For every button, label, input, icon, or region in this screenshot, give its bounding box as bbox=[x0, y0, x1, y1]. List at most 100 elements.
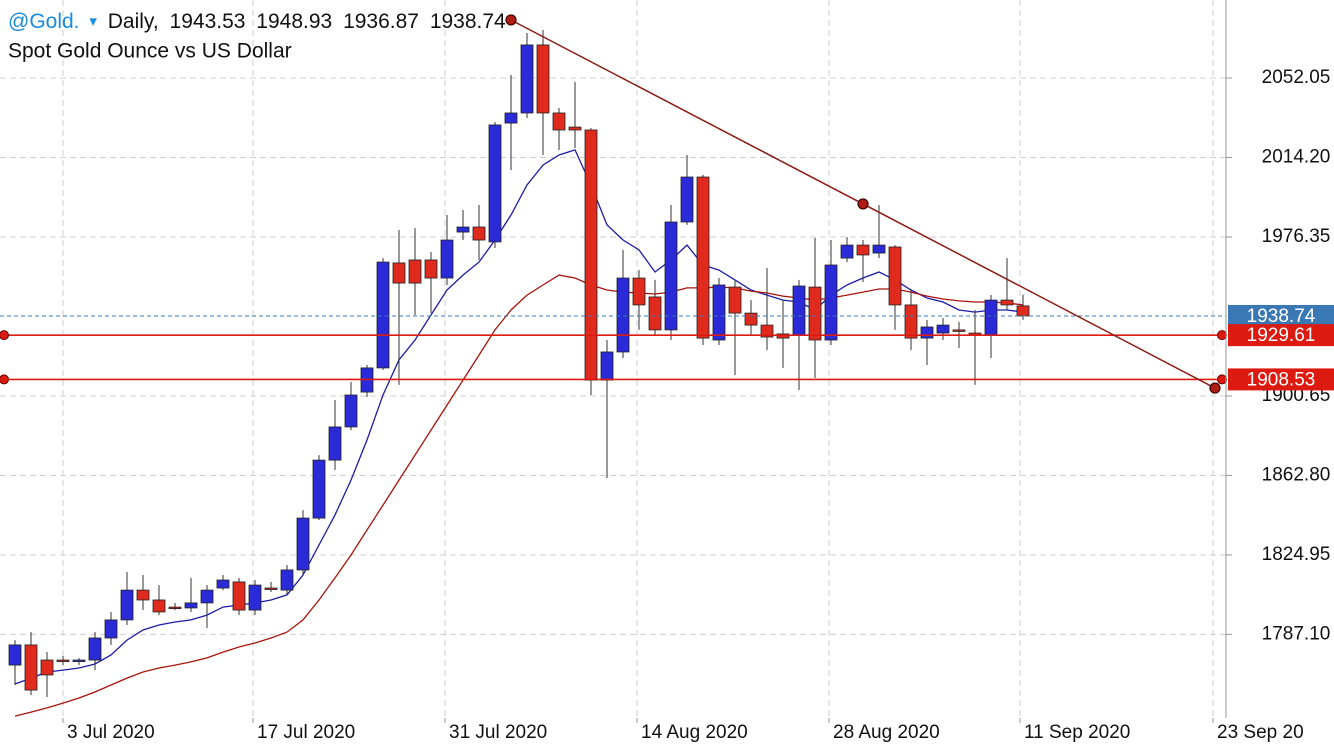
candle-body bbox=[232, 581, 246, 611]
moving-average-line bbox=[14, 274, 1024, 717]
candle-body bbox=[744, 312, 758, 326]
x-tick-label: 17 Jul 2020 bbox=[257, 722, 355, 743]
candle-body bbox=[888, 246, 902, 306]
candle-body bbox=[456, 226, 470, 233]
level-label-box bbox=[1228, 304, 1334, 327]
candle-body bbox=[568, 126, 582, 131]
candle-body bbox=[632, 277, 646, 306]
y-tick-label: 2014.20 bbox=[1262, 147, 1331, 168]
candle-body bbox=[648, 296, 662, 331]
candle-body bbox=[712, 284, 726, 341]
trendline-handle bbox=[505, 14, 517, 26]
candle-body bbox=[56, 659, 70, 662]
trendline-handle bbox=[857, 198, 869, 210]
y-tick-label: 1976.35 bbox=[1262, 226, 1331, 247]
header-high: 1948.93 bbox=[256, 10, 332, 33]
candle-body bbox=[312, 459, 326, 519]
candle-body bbox=[1000, 299, 1014, 306]
candle-body bbox=[72, 659, 86, 662]
candle-body bbox=[680, 176, 694, 223]
candle-body bbox=[584, 129, 598, 381]
candle-body bbox=[280, 569, 294, 591]
candle-body bbox=[120, 589, 134, 621]
candle-body bbox=[936, 324, 950, 334]
level-label-box bbox=[1228, 324, 1334, 347]
candle-body bbox=[40, 659, 54, 676]
candles bbox=[8, 30, 1030, 697]
y-tick-label: 1862.80 bbox=[1262, 464, 1331, 485]
y-tick-label: 1824.95 bbox=[1262, 544, 1331, 565]
candle-body bbox=[424, 259, 438, 279]
candle-body bbox=[488, 124, 502, 243]
x-tick-label: 14 Aug 2020 bbox=[641, 722, 748, 743]
candle-body bbox=[136, 589, 150, 601]
level-label: 1938.74 bbox=[1247, 306, 1316, 327]
candle-body bbox=[504, 112, 518, 124]
candle-body bbox=[408, 259, 422, 284]
candle-body bbox=[728, 286, 742, 314]
trendline-handle bbox=[1209, 382, 1221, 394]
level-label: 1929.61 bbox=[1247, 325, 1316, 346]
header: @Gold. ▾ Daily, 1943.53 1948.93 1936.87 … bbox=[8, 10, 506, 33]
candle-body bbox=[520, 44, 534, 114]
level-label-box bbox=[1228, 368, 1334, 391]
candle-body bbox=[184, 602, 198, 609]
axis: 2052.052014.201976.351900.651862.801824.… bbox=[62, 67, 1334, 743]
candle-body bbox=[776, 333, 790, 339]
candle-body bbox=[920, 326, 934, 339]
candle-body bbox=[392, 262, 406, 284]
subtitle: Spot Gold Ounce vs US Dollar bbox=[8, 40, 292, 63]
candle-body bbox=[1016, 305, 1030, 317]
x-tick-label: 3 Jul 2020 bbox=[67, 722, 155, 743]
candle-body bbox=[200, 589, 214, 604]
candle-body bbox=[344, 394, 358, 428]
symbol-menu[interactable]: ▾ bbox=[89, 13, 97, 30]
level-label: 1908.53 bbox=[1247, 369, 1316, 390]
level-handle bbox=[0, 374, 9, 385]
candle-body bbox=[808, 286, 822, 341]
candle-body bbox=[536, 44, 550, 114]
candle-body bbox=[824, 264, 838, 341]
y-tick-label: 2052.05 bbox=[1262, 67, 1331, 88]
header-open: 1943.53 bbox=[170, 10, 246, 33]
candle-body bbox=[296, 517, 310, 571]
candle-body bbox=[440, 239, 454, 279]
candle-body bbox=[328, 426, 342, 461]
candle-body bbox=[8, 644, 22, 666]
x-tick-label: 31 Jul 2020 bbox=[449, 722, 547, 743]
candle-body bbox=[600, 351, 614, 381]
x-tick-label: 23 Sep 20 bbox=[1217, 722, 1304, 743]
candle-body bbox=[168, 606, 182, 610]
candle-body bbox=[856, 244, 870, 256]
candle-body bbox=[984, 299, 998, 336]
candle-body bbox=[952, 329, 966, 332]
candle-body bbox=[696, 176, 710, 339]
x-tick-label: 28 Aug 2020 bbox=[833, 722, 940, 743]
y-tick-label: 1787.10 bbox=[1262, 623, 1331, 644]
level-handle bbox=[0, 330, 9, 341]
overlay bbox=[0, 14, 1227, 394]
candle-body bbox=[248, 584, 262, 611]
candle-body bbox=[616, 277, 630, 353]
interval: Daily, bbox=[108, 10, 159, 33]
level-handle bbox=[1217, 330, 1227, 341]
moving-average-line bbox=[14, 149, 1024, 685]
candle-body bbox=[792, 285, 806, 336]
candle-body bbox=[552, 112, 566, 131]
candle-body bbox=[376, 261, 390, 369]
candle-body bbox=[24, 644, 38, 691]
candle-body bbox=[664, 221, 678, 331]
level-handle bbox=[1217, 374, 1227, 385]
candle-body bbox=[904, 304, 918, 339]
x-tick-label: 11 Sep 2020 bbox=[1024, 722, 1130, 743]
candle-body bbox=[472, 226, 486, 241]
header-close: 1938.74 bbox=[430, 10, 506, 33]
indicator-lines bbox=[14, 149, 1024, 717]
grid bbox=[0, 0, 1226, 718]
candle-body bbox=[760, 324, 774, 338]
candle-body bbox=[104, 619, 118, 639]
symbol[interactable]: @Gold. bbox=[8, 10, 80, 33]
